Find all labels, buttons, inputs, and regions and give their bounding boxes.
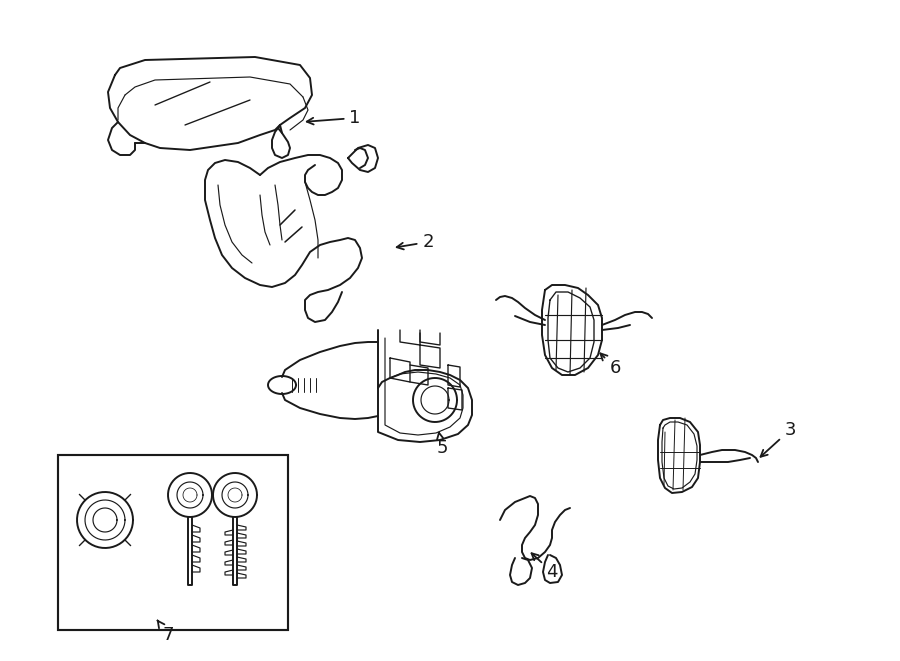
Text: 1: 1 — [307, 109, 361, 127]
Bar — [58, 455, 288, 630]
Text: 3: 3 — [760, 421, 796, 457]
Text: 4: 4 — [532, 553, 558, 581]
Text: 6: 6 — [600, 354, 621, 377]
Text: 2: 2 — [397, 233, 434, 251]
Text: 7: 7 — [158, 621, 174, 644]
Text: 5: 5 — [436, 432, 448, 457]
